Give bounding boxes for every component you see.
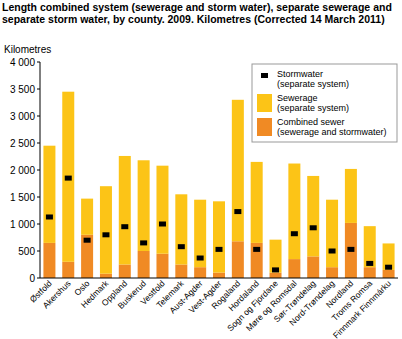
- y-tick-label: 500: [18, 246, 35, 257]
- point: [178, 244, 185, 249]
- y-tick-label: 4 000: [10, 57, 35, 68]
- y-tick-label: 1 500: [10, 192, 35, 203]
- y-tick-label: 0: [29, 273, 35, 284]
- bar: [138, 251, 150, 278]
- legend-swatch: [261, 73, 268, 78]
- bar: [232, 100, 244, 241]
- legend-label-line: Stormwater: [277, 69, 323, 79]
- legend-label: Sewerage(separate system): [277, 93, 349, 113]
- bar: [383, 270, 395, 278]
- point: [84, 238, 91, 243]
- bar: [288, 259, 300, 278]
- legend-label-line: Combined sewer: [277, 117, 345, 127]
- bar: [383, 243, 395, 269]
- bar: [307, 256, 319, 278]
- bar: [138, 160, 150, 251]
- bar: [194, 267, 206, 278]
- legend-swatch: [257, 118, 272, 136]
- point: [216, 247, 223, 252]
- bar: [364, 267, 376, 278]
- point: [65, 176, 72, 181]
- point: [46, 214, 53, 219]
- bar: [62, 92, 74, 262]
- point: [102, 232, 109, 237]
- bar: [119, 156, 131, 265]
- chart: Length combined system (sewerage and sto…: [0, 0, 402, 339]
- bar: [326, 267, 338, 278]
- legend: [252, 64, 397, 142]
- point: [253, 247, 260, 252]
- point: [197, 256, 204, 261]
- point: [140, 240, 147, 245]
- bar: [251, 243, 263, 278]
- bar: [194, 200, 206, 268]
- point: [121, 224, 128, 229]
- bar: [345, 169, 357, 223]
- bar: [364, 226, 376, 267]
- bar: [175, 194, 187, 264]
- bar: [81, 199, 93, 235]
- legend-swatch: [257, 94, 272, 112]
- legend-label-line: (separate system): [277, 103, 349, 113]
- plot-area: [43, 92, 394, 278]
- point: [347, 247, 354, 252]
- bar: [251, 162, 263, 243]
- point: [329, 249, 336, 254]
- legend-label-line: (separate system): [277, 79, 349, 89]
- bar: [175, 265, 187, 279]
- bar: [213, 273, 225, 278]
- bar: [100, 274, 112, 278]
- bar: [81, 235, 93, 278]
- y-tick-label: 2 500: [10, 138, 35, 149]
- y-tick-label: 3 000: [10, 111, 35, 122]
- x-axis: [40, 278, 398, 279]
- y-tick-label: 2 000: [10, 165, 35, 176]
- point: [234, 209, 241, 214]
- legend-label: Combined sewer(sewerage and stormwater): [277, 117, 387, 137]
- bar: [213, 201, 225, 272]
- bar: [270, 240, 282, 273]
- point: [366, 261, 373, 266]
- bar: [43, 146, 55, 243]
- bar: [156, 166, 168, 254]
- point: [159, 222, 166, 227]
- point: [310, 225, 317, 230]
- bar: [156, 254, 168, 278]
- title-line: Length combined system (sewerage and sto…: [2, 1, 392, 13]
- point: [385, 265, 392, 270]
- bar: [119, 265, 131, 279]
- y-tick-label: 1 000: [10, 219, 35, 230]
- x-tick-label: Finnmark Finnmárku: [331, 278, 393, 339]
- y-tick-label: 3 500: [10, 84, 35, 95]
- bar: [288, 164, 300, 260]
- y-axis-label: Kilometres: [4, 44, 51, 55]
- legend-label-line: (sewerage and stormwater): [277, 127, 387, 137]
- bar: [326, 200, 338, 268]
- point: [291, 231, 298, 236]
- bar: [100, 186, 112, 273]
- x-tick-label: Akershus: [41, 278, 73, 310]
- title-line: separate storm water, by county. 2009. K…: [2, 13, 385, 25]
- point: [272, 267, 279, 272]
- title: Length combined system (sewerage and sto…: [2, 1, 392, 25]
- bar: [270, 273, 282, 278]
- legend-label-line: Sewerage: [277, 93, 318, 103]
- bar: [345, 223, 357, 278]
- bar: [307, 176, 319, 256]
- bar: [62, 262, 74, 278]
- legend-label: Stormwater(separate system): [277, 69, 349, 89]
- bar: [43, 243, 55, 278]
- bar: [232, 241, 244, 278]
- y-axis: [40, 62, 41, 278]
